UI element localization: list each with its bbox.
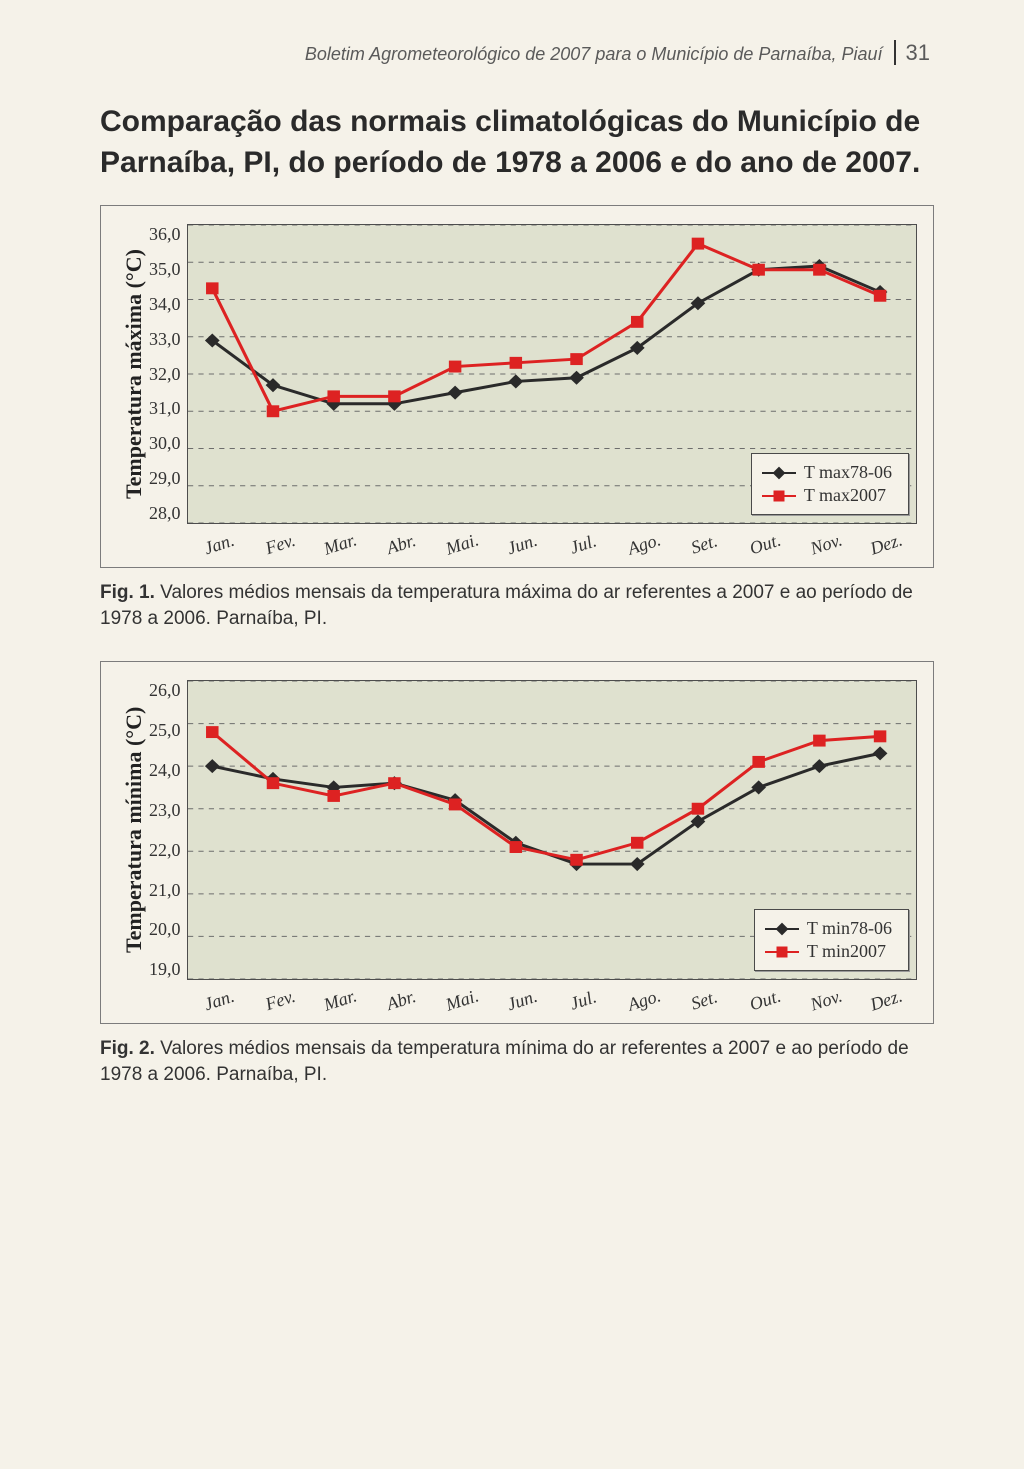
figure-2-caption: Fig. 2. Valores médios mensais da temper… [100, 1036, 934, 1087]
section-title: Comparação das normais climatológicas do… [100, 102, 934, 183]
figure-1-caption: Fig. 1. Valores médios mensais da temper… [100, 580, 934, 631]
fig2-label: Fig. 2. [100, 1038, 155, 1059]
fig1-legend-1: T max2007 [804, 485, 886, 506]
fig1-xticks: Jan.Fev.Mar.Abr.Mai.Jun.Jul.Ago.Set.Out.… [117, 534, 917, 555]
page: Boletim Agrometeorológico de 2007 para o… [0, 0, 1024, 1148]
figure-1: Temperatura máxima (°C) 36,035,034,033,0… [100, 205, 934, 568]
fig2-caption-text: Valores médios mensais da temperatura mí… [100, 1038, 909, 1085]
legend-marker-dark [765, 928, 799, 930]
fig2-ylabel: Temperatura mínima (°C) [117, 680, 147, 980]
fig1-yticks: 36,035,034,033,032,031,030,029,028,0 [147, 224, 187, 524]
legend-marker-red [762, 495, 796, 497]
fig1-ylabel: Temperatura máxima (°C) [117, 224, 147, 524]
fig2-legend-0: T min78-06 [807, 918, 892, 939]
fig2-xticks: Jan.Fev.Mar.Abr.Mai.Jun.Jul.Ago.Set.Out.… [117, 990, 917, 1011]
fig2-legend: T min78-06 T min2007 [754, 909, 909, 971]
running-title: Boletim Agrometeorológico de 2007 para o… [305, 44, 883, 64]
fig1-caption-text: Valores médios mensais da temperatura má… [100, 582, 913, 629]
fig2-legend-1: T min2007 [807, 941, 886, 962]
running-header: Boletim Agrometeorológico de 2007 para o… [100, 40, 934, 66]
legend-marker-red [765, 951, 799, 953]
fig1-label: Fig. 1. [100, 582, 155, 603]
page-number: 31 [894, 40, 930, 65]
figure-2: Temperatura mínima (°C) 26,025,024,023,0… [100, 661, 934, 1024]
fig2-yticks: 26,025,024,023,022,021,020,019,0 [147, 680, 187, 980]
fig1-legend-0: T max78-06 [804, 462, 892, 483]
fig1-legend: T max78-06 T max2007 [751, 453, 909, 515]
legend-marker-dark [762, 472, 796, 474]
